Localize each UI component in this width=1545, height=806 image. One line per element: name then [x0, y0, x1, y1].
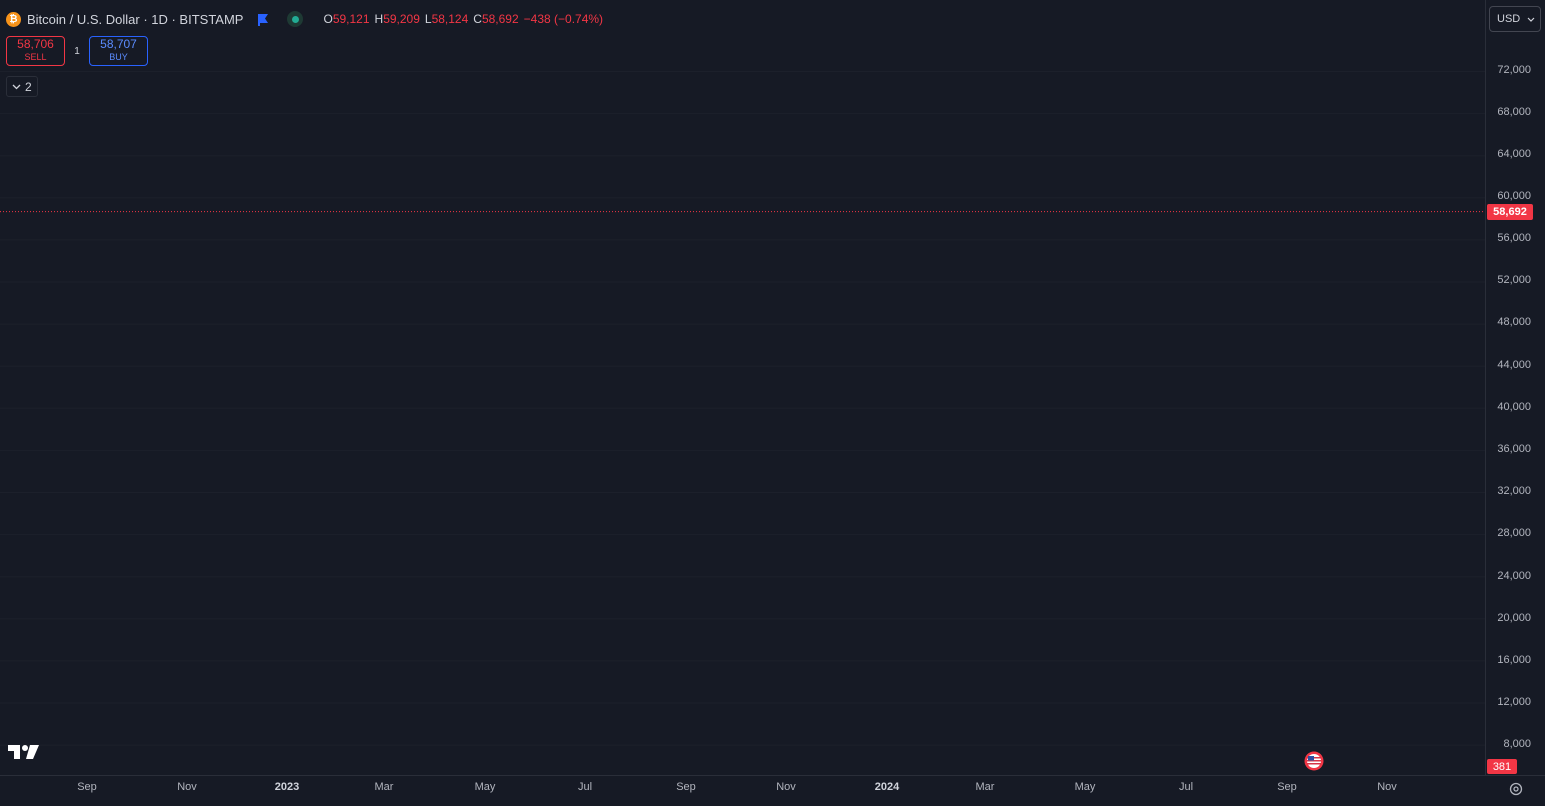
buy-label: BUY — [109, 52, 128, 62]
close-label: C — [473, 12, 482, 26]
price-axis-label: 24,000 — [1497, 570, 1531, 582]
economic-event-icon[interactable] — [1304, 751, 1324, 771]
last-price-tag: 58,692 — [1487, 204, 1533, 220]
time-axis-label: Nov — [177, 781, 197, 793]
price-axis-label: 48,000 — [1497, 316, 1531, 328]
price-axis-label: 12,000 — [1497, 696, 1531, 708]
sell-button[interactable]: 58,706 SELL — [6, 36, 65, 66]
price-axis-label: 60,000 — [1497, 190, 1531, 202]
price-axis-label: 44,000 — [1497, 359, 1531, 371]
flag-icon[interactable] — [257, 13, 269, 26]
buy-price: 58,707 — [100, 37, 137, 51]
time-axis-label: Jul — [1178, 781, 1194, 793]
indicators-toggle-button[interactable]: 2 — [6, 76, 38, 97]
open-label: O — [323, 12, 333, 26]
spread-value: 1 — [74, 45, 80, 57]
market-status-icon[interactable] — [287, 11, 304, 27]
change-value: −438 (−0.74%) — [523, 12, 604, 26]
price-axis-label: 72,000 — [1497, 64, 1531, 76]
chevron-down-icon — [1527, 17, 1535, 22]
symbol-legend: ₿ Bitcoin / U.S. Dollar · 1D · BITSTAMP … — [6, 9, 603, 29]
symbol-title[interactable]: Bitcoin / U.S. Dollar · 1D · BITSTAMP — [27, 11, 244, 27]
open-value: 59,121 — [332, 12, 370, 26]
price-axis-label: 56,000 — [1497, 232, 1531, 244]
buy-button[interactable]: 58,707 BUY — [89, 36, 148, 66]
volume-value-tag: 381 — [1487, 759, 1517, 774]
settings-icon[interactable] — [1508, 781, 1524, 797]
time-axis-label: Sep — [77, 781, 97, 793]
bitcoin-icon: ₿ — [6, 11, 21, 27]
time-axis-label: Sep — [1277, 781, 1297, 793]
time-axis-label: May — [474, 781, 496, 793]
close-value: 58,692 — [481, 12, 519, 26]
currency-value: USD — [1497, 13, 1521, 25]
tradingview-logo[interactable] — [8, 744, 40, 760]
ohlc-values: O59,121 H59,209 L58,124 C58,692 −438 (−0… — [323, 12, 603, 26]
price-axis-label: 32,000 — [1497, 485, 1531, 497]
sell-price: 58,706 — [17, 37, 54, 51]
time-axis-label: Jul — [577, 781, 593, 793]
time-axis-label: Nov — [776, 781, 796, 793]
price-axis-label: 8,000 — [1503, 738, 1531, 750]
price-axis-label: 28,000 — [1497, 527, 1531, 539]
price-axis-label: 16,000 — [1497, 654, 1531, 666]
price-axis-label: 20,000 — [1497, 612, 1531, 624]
price-axis-label: 68,000 — [1497, 106, 1531, 118]
currency-select[interactable]: USD — [1489, 6, 1541, 32]
chevron-down-icon — [12, 84, 21, 89]
time-axis-label: Mar — [374, 781, 394, 793]
trade-panel: 58,706 SELL 1 58,707 BUY — [6, 36, 148, 66]
sell-label: SELL — [24, 52, 47, 62]
indicators-count: 2 — [25, 79, 32, 94]
price-axis-label: 40,000 — [1497, 401, 1531, 413]
price-axis-label: 36,000 — [1497, 443, 1531, 455]
time-axis-label: 2024 — [874, 781, 900, 793]
time-axis-label: Sep — [676, 781, 696, 793]
time-axis-label: Mar — [975, 781, 995, 793]
high-value: 59,209 — [383, 12, 420, 26]
time-axis-label: Nov — [1377, 781, 1397, 793]
time-axis-label: 2023 — [274, 781, 300, 793]
low-value: 58,124 — [431, 12, 469, 26]
low-label: L — [424, 12, 432, 26]
price-axis-label: 52,000 — [1497, 274, 1531, 286]
chart-grid — [0, 71, 1485, 746]
time-axis-label: May — [1074, 781, 1096, 793]
price-axis-label: 64,000 — [1497, 148, 1531, 160]
high-label: H — [374, 12, 384, 26]
